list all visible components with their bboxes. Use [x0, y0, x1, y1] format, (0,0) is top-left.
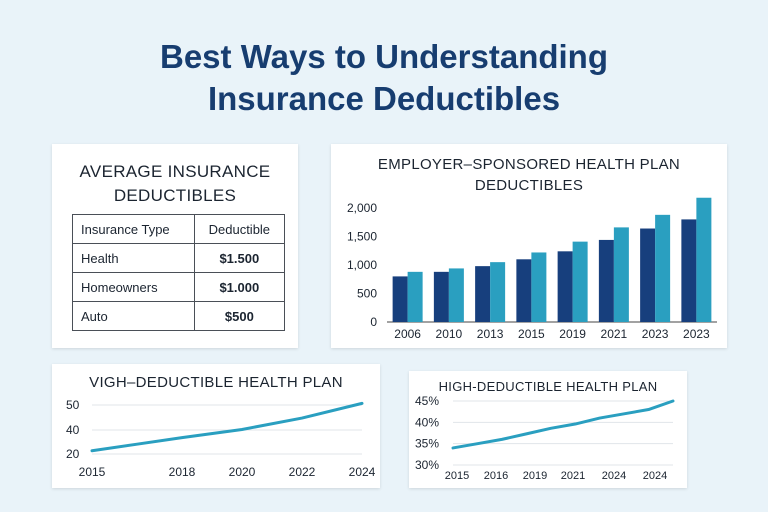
y-tick-label: 50 — [66, 398, 80, 412]
x-tick-label: 2024 — [643, 470, 667, 482]
x-tick-label: 2010 — [436, 327, 463, 341]
bar — [392, 276, 408, 322]
line-chart-2-title: HIGH-DEDUCTIBLE HEALTH PLAN — [438, 379, 658, 394]
bar — [516, 259, 532, 322]
x-tick-label: 2021 — [601, 327, 628, 341]
average-deductibles-card: AVERAGE INSURANCE DEDUCTIBLES Insurance … — [52, 144, 298, 348]
column-header-insurance-type: Insurance Type — [72, 214, 195, 244]
table-cell-type: Health — [72, 243, 195, 273]
x-tick-label: 2023 — [683, 327, 710, 341]
page-title-line-1: Best Ways to Understanding — [160, 38, 608, 75]
y-tick-label: 45% — [415, 394, 439, 408]
x-tick-label: 2019 — [559, 327, 586, 341]
table-cell-type: Auto — [72, 301, 195, 331]
x-tick-label: 2022 — [289, 465, 316, 479]
bar — [613, 227, 629, 322]
y-tick-label: 1,000 — [347, 258, 377, 272]
y-tick-label: 1,500 — [347, 230, 377, 244]
bar — [572, 241, 588, 322]
bar — [696, 197, 712, 322]
y-tick-label: 30% — [415, 458, 439, 472]
bar — [557, 251, 573, 322]
table-card-title-line-2: DEDUCTIBLES — [113, 186, 237, 205]
table-card-title: AVERAGE INSURANCE DEDUCTIBLES — [52, 160, 298, 208]
bar-chart-title-line-2: DEDUCTIBLES — [474, 177, 584, 194]
x-tick-label: 2016 — [484, 470, 508, 482]
x-tick-label: 2019 — [523, 470, 547, 482]
table-cell-deductible: $1.500 — [193, 243, 286, 273]
y-tick-label: 40% — [415, 415, 439, 429]
bar — [475, 266, 491, 322]
x-tick-label: 2024 — [349, 465, 376, 479]
page-title: Best Ways to Understanding Insurance Ded… — [0, 36, 768, 120]
bar — [531, 252, 547, 322]
bar — [407, 271, 423, 322]
bar — [448, 268, 464, 322]
bar-chart: 0 500 1,000 1,500 2,000 2006 2010 2013 2015 2019 2… — [347, 197, 717, 341]
x-tick-label: 2006 — [394, 327, 421, 341]
table-cell-type: Homeowners — [72, 272, 195, 302]
table-row: Health $1.500 — [72, 243, 286, 273]
series-line — [90, 401, 364, 453]
line-chart-1: 20 40 50 2015 2018 2020 2022 2024 — [66, 398, 376, 479]
y-tick-label: 500 — [357, 287, 377, 301]
high-deductible-line-chart-card: HIGH-DEDUCTIBLE HEALTH PLAN 30% 35% 40% 45%… — [409, 371, 687, 488]
series-line — [451, 399, 675, 450]
employer-plan-bar-chart-card: EMPLOYER–SPONSORED HEALTH PLAN DEDUCTIBL… — [331, 144, 727, 348]
table-header-row: Insurance Type Deductible — [72, 214, 286, 244]
x-tick-label: 2021 — [561, 470, 585, 482]
bar — [490, 262, 506, 322]
table-row: Homeowners $1.000 — [72, 272, 286, 302]
x-tick-label: 2015 — [518, 327, 545, 341]
bar — [598, 239, 614, 322]
x-tick-label: 2020 — [229, 465, 256, 479]
table-row: Auto $500 — [72, 301, 286, 331]
y-tick-label: 0 — [370, 315, 377, 329]
bar — [655, 214, 671, 322]
bar — [433, 271, 449, 322]
bar-chart-title-line-1: EMPLOYER–SPONSORED HEALTH PLAN — [377, 156, 681, 173]
y-tick-label: 35% — [415, 437, 439, 451]
deductibles-table: Insurance Type Deductible Health $1.500 … — [72, 214, 286, 331]
x-tick-label: 2015 — [445, 470, 469, 482]
y-tick-label: 20 — [66, 447, 80, 461]
x-tick-label: 2015 — [79, 465, 106, 479]
line-chart-1-title: VIGH–DEDUCTIBLE HEALTH PLAN — [89, 374, 343, 391]
column-header-deductible: Deductible — [193, 214, 286, 244]
y-tick-label: 2,000 — [347, 201, 377, 215]
table-card-title-line-1: AVERAGE INSURANCE — [79, 162, 271, 181]
bar-chart-title: EMPLOYER–SPONSORED HEALTH PLAN DEDUCTIBL… — [331, 154, 727, 196]
line-chart-2: 30% 35% 40% 45% 2015 2016 2019 2021 2024 2024 — [415, 394, 675, 482]
x-tick-label: 2024 — [602, 470, 626, 482]
x-tick-label: 2013 — [477, 327, 504, 341]
bar — [640, 228, 656, 322]
y-tick-label: 40 — [66, 423, 80, 437]
x-tick-label: 2023 — [642, 327, 669, 341]
vigh-deductible-line-chart-card: VIGH–DEDUCTIBLE HEALTH PLAN 20 40 50 2015 20… — [52, 364, 380, 488]
bar — [681, 219, 697, 322]
x-tick-label: 2018 — [169, 465, 196, 479]
page-title-line-2: Insurance Deductibles — [207, 80, 561, 117]
table-cell-deductible: $1.000 — [193, 272, 286, 302]
table-cell-deductible: $500 — [193, 301, 286, 331]
